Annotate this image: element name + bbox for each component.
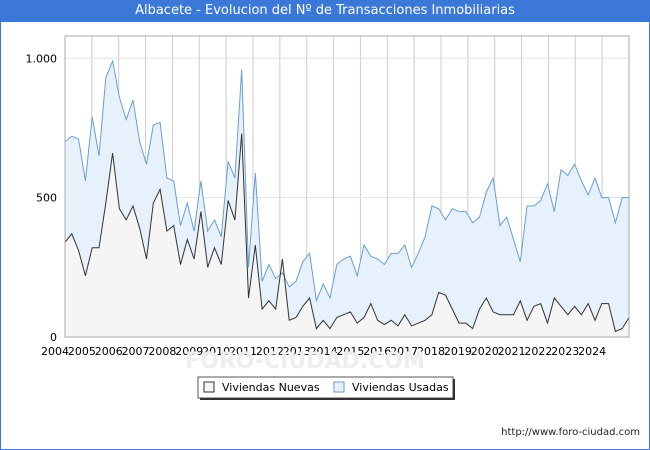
- x-tick-label: 2005: [68, 345, 96, 358]
- plot-area-border: [64, 35, 630, 338]
- x-tick-label: 2024: [578, 345, 606, 358]
- x-tick-label: 2023: [551, 345, 579, 358]
- x-tick-label: 2010: [202, 345, 230, 358]
- y-tick-label: 0: [50, 331, 57, 344]
- legend-swatch-usadas: [333, 381, 345, 393]
- legend: Viviendas Nuevas Viviendas Usadas: [197, 376, 455, 400]
- x-tick-label: 2012: [256, 345, 284, 358]
- y-tick-label: 1.000: [26, 52, 58, 65]
- chart-title: Albacete - Evolucion del Nº de Transacci…: [0, 0, 650, 22]
- x-tick-label: 2006: [95, 345, 123, 358]
- x-tick-label: 2019: [444, 345, 472, 358]
- x-tick-label: 2015: [336, 345, 364, 358]
- line-viviendas-nuevas: [64, 133, 630, 333]
- watermark: FORO-CIUDAD.COM: [185, 349, 425, 374]
- x-tick-label: 2020: [471, 345, 499, 358]
- x-tick-label: 2017: [390, 345, 418, 358]
- x-tick-label: 2013: [283, 345, 311, 358]
- legend-label-nuevas: Viviendas Nuevas: [222, 381, 320, 394]
- x-tick-label: 2004: [41, 345, 69, 358]
- legend-label-usadas: Viviendas Usadas: [352, 381, 449, 394]
- x-tick-label: 2022: [524, 345, 552, 358]
- footer-url: http://www.foro-ciudad.com: [501, 427, 640, 438]
- legend-swatch-nuevas: [203, 381, 215, 393]
- x-tick-label: 2008: [148, 345, 176, 358]
- y-axis-ticks: 0 500 1.000: [26, 52, 58, 344]
- x-tick-label: 2014: [310, 345, 338, 358]
- x-tick-label: 2018: [417, 345, 445, 358]
- y-tick-label: 500: [36, 192, 57, 205]
- x-tick-label: 2007: [122, 345, 150, 358]
- line-viviendas-usadas: [64, 59, 629, 303]
- x-tick-label: 2021: [498, 345, 526, 358]
- x-tick-label: 2009: [175, 345, 203, 358]
- x-tick-label: 2011: [229, 345, 257, 358]
- area-viviendas-nuevas: [65, 133, 629, 337]
- x-axis-ticks: 2004200520062007200820092010201120122013…: [41, 345, 606, 358]
- x-tick-label: 2016: [363, 345, 391, 358]
